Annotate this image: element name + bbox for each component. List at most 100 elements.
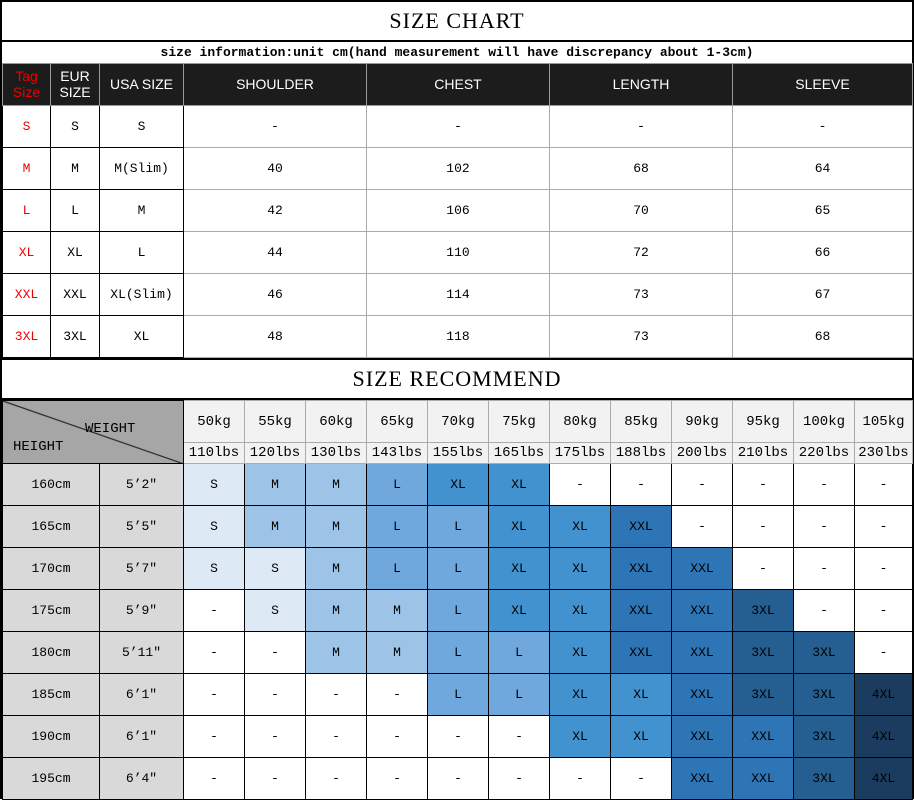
recommended-size: - xyxy=(671,463,733,506)
recommended-size: S xyxy=(183,463,245,506)
recommended-size: M xyxy=(305,547,367,590)
recommended-size: - xyxy=(793,463,855,506)
size-cell: 48 xyxy=(183,315,367,358)
recommended-size: - xyxy=(244,631,306,674)
size-cell: M xyxy=(99,189,184,232)
recommended-size: - xyxy=(854,463,913,506)
recommended-size: 3XL xyxy=(793,715,855,758)
recommended-size: 4XL xyxy=(854,673,913,716)
header-chest: CHEST xyxy=(366,63,550,106)
recommended-size: XL xyxy=(488,505,550,548)
size-cell: 3XL xyxy=(50,315,100,358)
height-ft: 6’1″ xyxy=(99,715,184,758)
recommended-size: - xyxy=(183,631,245,674)
size-cell: 106 xyxy=(366,189,550,232)
size-cell: XL xyxy=(50,231,100,274)
recommended-size: XL xyxy=(610,673,672,716)
recommended-size: - xyxy=(732,505,794,548)
height-ft: 5’9″ xyxy=(99,589,184,632)
recommended-size: M xyxy=(305,631,367,674)
weight-kg: 95kg xyxy=(732,400,794,443)
recommended-size: 3XL xyxy=(793,673,855,716)
recommended-size: - xyxy=(610,463,672,506)
recommended-size: L xyxy=(366,505,428,548)
weight-kg: 60kg xyxy=(305,400,367,443)
header-tag-size: Tag Size xyxy=(2,63,51,106)
recommended-size: XXL xyxy=(671,589,733,632)
size-cell: M xyxy=(2,147,51,190)
size-cell: M(Slim) xyxy=(99,147,184,190)
recommended-size: M xyxy=(366,589,428,632)
recommended-size: 4XL xyxy=(854,715,913,758)
recommended-size: - xyxy=(854,505,913,548)
size-row: 3XL 3XL XL 48 118 73 68 xyxy=(2,315,913,358)
size-cell: - xyxy=(732,105,913,148)
height-cm: 165cm xyxy=(2,505,100,548)
weight-kg: 75kg xyxy=(488,400,550,443)
height-ft: 5’11″ xyxy=(99,631,184,674)
weight-kg: 55kg xyxy=(244,400,306,443)
recommended-size: - xyxy=(305,757,367,800)
size-cell: 102 xyxy=(366,147,550,190)
recommended-size: - xyxy=(793,589,855,632)
recommend-row: 175cm 5’9″ - S M M L XL XL XXL XXL 3XL - - xyxy=(2,589,913,632)
recommended-size: XXL xyxy=(671,547,733,590)
size-cell: M xyxy=(50,147,100,190)
recommended-size: L xyxy=(366,463,428,506)
weight-kg-row: WEIGHT HEIGHT 50kg 55kg 60kg 65kg 70kg 75kg 80… xyxy=(2,400,913,464)
size-cell: XL(Slim) xyxy=(99,273,184,316)
weight-lbs: 220lbs xyxy=(793,442,855,464)
height-ft: 6’1″ xyxy=(99,673,184,716)
height-cm: 185cm xyxy=(2,673,100,716)
recommended-size: XL xyxy=(549,673,611,716)
size-cell: XXL xyxy=(2,273,51,316)
recommended-size: - xyxy=(366,673,428,716)
size-cell: XXL xyxy=(50,273,100,316)
recommend-row: 165cm 5’5″ S M M L L XL XL XXL - - - - xyxy=(2,505,913,548)
recommended-size: XXL xyxy=(610,505,672,548)
recommended-size: - xyxy=(427,757,489,800)
weight-lbs: 200lbs xyxy=(671,442,733,464)
size-row: M M M(Slim) 40 102 68 64 xyxy=(2,147,913,190)
weight-lbs-row: 110lbs 120lbs 130lbs 143lbs 155lbs 165lbs 175l… xyxy=(3,442,913,464)
recommended-size: - xyxy=(793,547,855,590)
size-cell: 72 xyxy=(549,231,733,274)
weight-label: WEIGHT xyxy=(85,421,136,437)
recommended-size: L xyxy=(427,631,489,674)
weight-lbs: 155lbs xyxy=(427,442,489,464)
recommended-size: S xyxy=(183,547,245,590)
recommended-size: L xyxy=(427,673,489,716)
recommended-size: - xyxy=(244,673,306,716)
recommended-size: XXL xyxy=(671,715,733,758)
recommended-size: XXL xyxy=(610,589,672,632)
recommended-size: - xyxy=(366,757,428,800)
recommended-size: L xyxy=(488,631,550,674)
recommended-size: XXL xyxy=(732,757,794,800)
size-cell: 118 xyxy=(366,315,550,358)
size-cell: L xyxy=(50,189,100,232)
recommended-size: XXL xyxy=(671,631,733,674)
recommended-size: M xyxy=(244,505,306,548)
height-cm: 160cm xyxy=(2,463,100,506)
recommended-size: XL xyxy=(488,463,550,506)
recommended-size: 4XL xyxy=(854,757,913,800)
size-cell: 65 xyxy=(732,189,913,232)
size-cell: 70 xyxy=(549,189,733,232)
height-ft: 6’4″ xyxy=(99,757,184,800)
diagonal-divider xyxy=(3,401,182,463)
recommended-size: L xyxy=(366,547,428,590)
recommended-size: XL xyxy=(549,715,611,758)
weight-kg: 90kg xyxy=(671,400,733,443)
recommended-size: - xyxy=(244,715,306,758)
weight-lbs: 165lbs xyxy=(488,442,550,464)
recommend-row: 185cm 6’1″ - - - - L L XL XL XXL 3XL 3XL 4XL xyxy=(2,673,913,716)
size-cell: 3XL xyxy=(2,315,51,358)
height-cm: 175cm xyxy=(2,589,100,632)
size-cell: 67 xyxy=(732,273,913,316)
height-ft: 5’2″ xyxy=(99,463,184,506)
weight-lbs: 230lbs xyxy=(854,442,913,464)
size-row: XXL XXL XL(Slim) 46 114 73 67 xyxy=(2,273,913,316)
recommend-row: 160cm 5’2″ S M M L XL XL - - - - - - xyxy=(2,463,913,506)
recommended-size: - xyxy=(488,757,550,800)
recommend-row: 190cm 6’1″ - - - - - - XL XL XXL XXL 3XL 4XL xyxy=(2,715,913,758)
